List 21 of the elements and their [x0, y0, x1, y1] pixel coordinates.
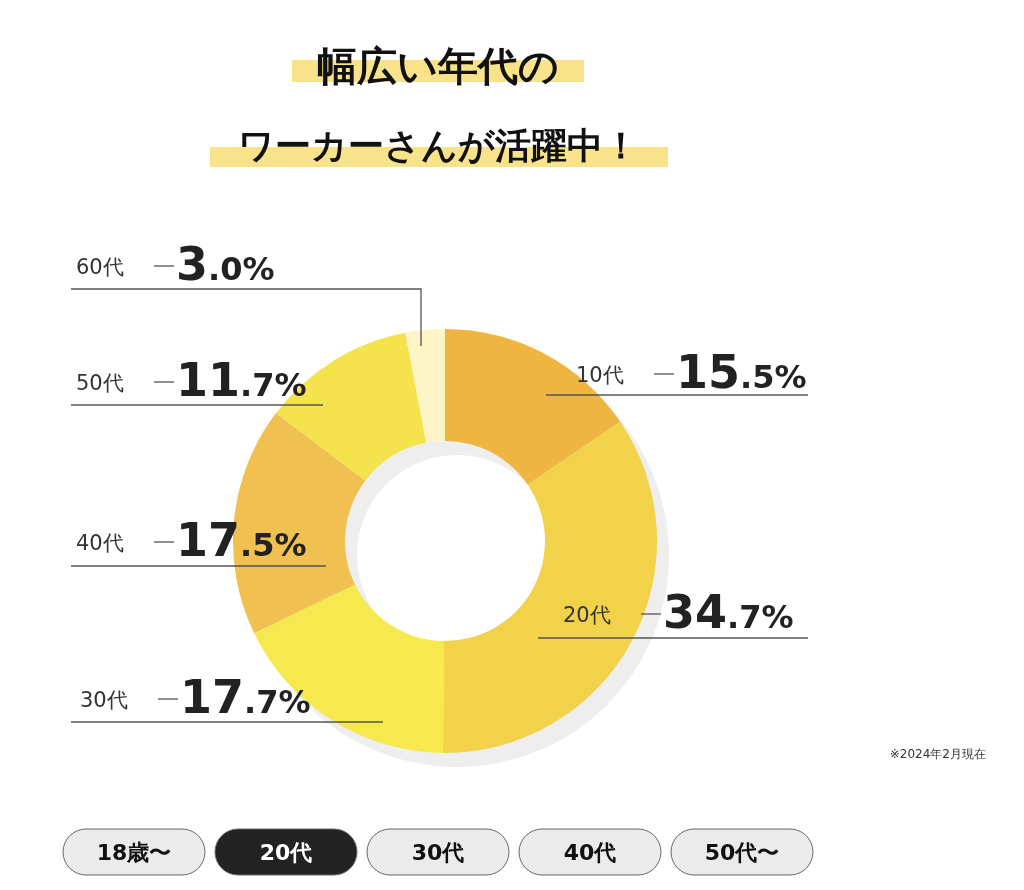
tab-button: 20代 — [214, 828, 358, 876]
chart-title: 幅広い年代の — [317, 43, 559, 89]
tab-button: 40代 — [518, 828, 662, 876]
slice-label: 10代 — [576, 363, 624, 387]
tab-button: 18歳〜 — [62, 828, 206, 876]
slice-label: 20代 — [563, 603, 611, 627]
text: ※2024年2月現在 — [889, 747, 986, 761]
data-label: 3.0% — [176, 237, 275, 291]
chart-subtitle: ワーカーさんが活躍中！ — [237, 125, 639, 166]
slice-label: 30代 — [80, 688, 128, 712]
data-label: 11.7% — [176, 353, 307, 407]
donut-slice — [405, 329, 445, 443]
data-label: 34.7% — [663, 585, 794, 639]
slice-label: 50代 — [76, 371, 124, 395]
data-label: 15.5% — [676, 345, 807, 399]
donut-slice — [443, 421, 657, 753]
tab-button: 30代 — [366, 828, 510, 876]
slice-label: 60代 — [76, 255, 124, 279]
data-label: 17.7% — [180, 670, 311, 724]
slice-label: 40代 — [76, 531, 124, 555]
tab-button: 50代〜 — [670, 828, 814, 876]
